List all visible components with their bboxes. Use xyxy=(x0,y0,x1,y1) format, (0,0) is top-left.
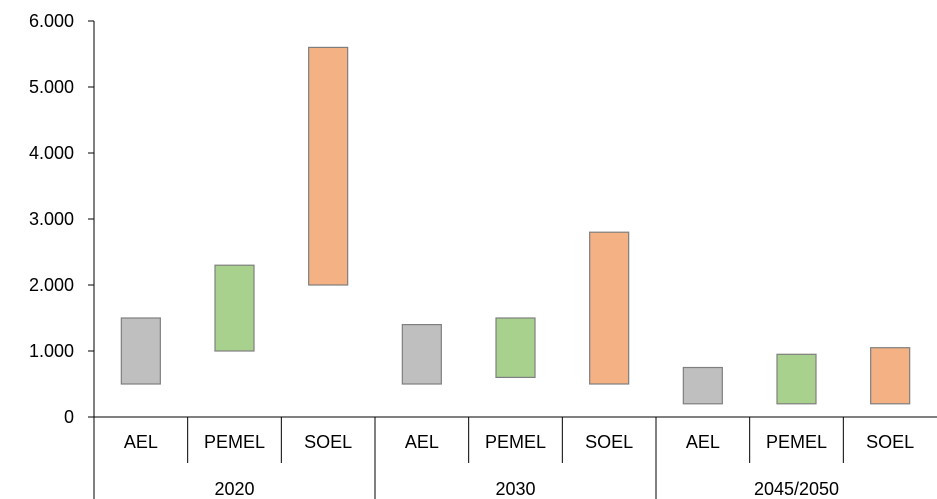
labels: 0 1.000 2.000 3.000 4.000 5.000 6.000 AEL PEMEL S… xyxy=(29,11,914,499)
bar-2030-pemel xyxy=(495,317,536,379)
bar-2020-pemel xyxy=(214,264,255,352)
x-group-label: 2045/2050 xyxy=(754,479,839,499)
y-tick-label: 4.000 xyxy=(29,143,74,163)
y-tick-label: 1.000 xyxy=(29,341,74,361)
x-group-label: 2020 xyxy=(214,479,254,499)
x-category-label: AEL xyxy=(686,432,720,452)
x-category-label: AEL xyxy=(124,432,158,452)
x-category-label: SOEL xyxy=(866,432,914,452)
bar-20452050-soel xyxy=(870,347,911,405)
bar-20452050-pemel xyxy=(776,353,817,405)
y-tick-label: 2.000 xyxy=(29,275,74,295)
y-tick-label: 0 xyxy=(64,407,74,427)
x-category-label: PEMEL xyxy=(485,432,546,452)
y-tick-label: 5.000 xyxy=(29,77,74,97)
bar-20452050-ael xyxy=(682,366,723,405)
bar-2020-ael xyxy=(120,317,161,385)
x-category-label: SOEL xyxy=(585,432,633,452)
axes xyxy=(88,20,937,499)
x-group-label: 2030 xyxy=(495,479,535,499)
x-category-label: PEMEL xyxy=(766,432,827,452)
y-tick-label: 3.000 xyxy=(29,209,74,229)
bar-2030-soel xyxy=(589,231,630,385)
x-category-label: AEL xyxy=(405,432,439,452)
y-tick-label: 6.000 xyxy=(29,11,74,31)
bar-2030-ael xyxy=(401,324,442,385)
bar-2020-soel xyxy=(308,46,349,286)
x-category-label: SOEL xyxy=(304,432,352,452)
x-category-label: PEMEL xyxy=(204,432,265,452)
bars xyxy=(120,46,911,405)
